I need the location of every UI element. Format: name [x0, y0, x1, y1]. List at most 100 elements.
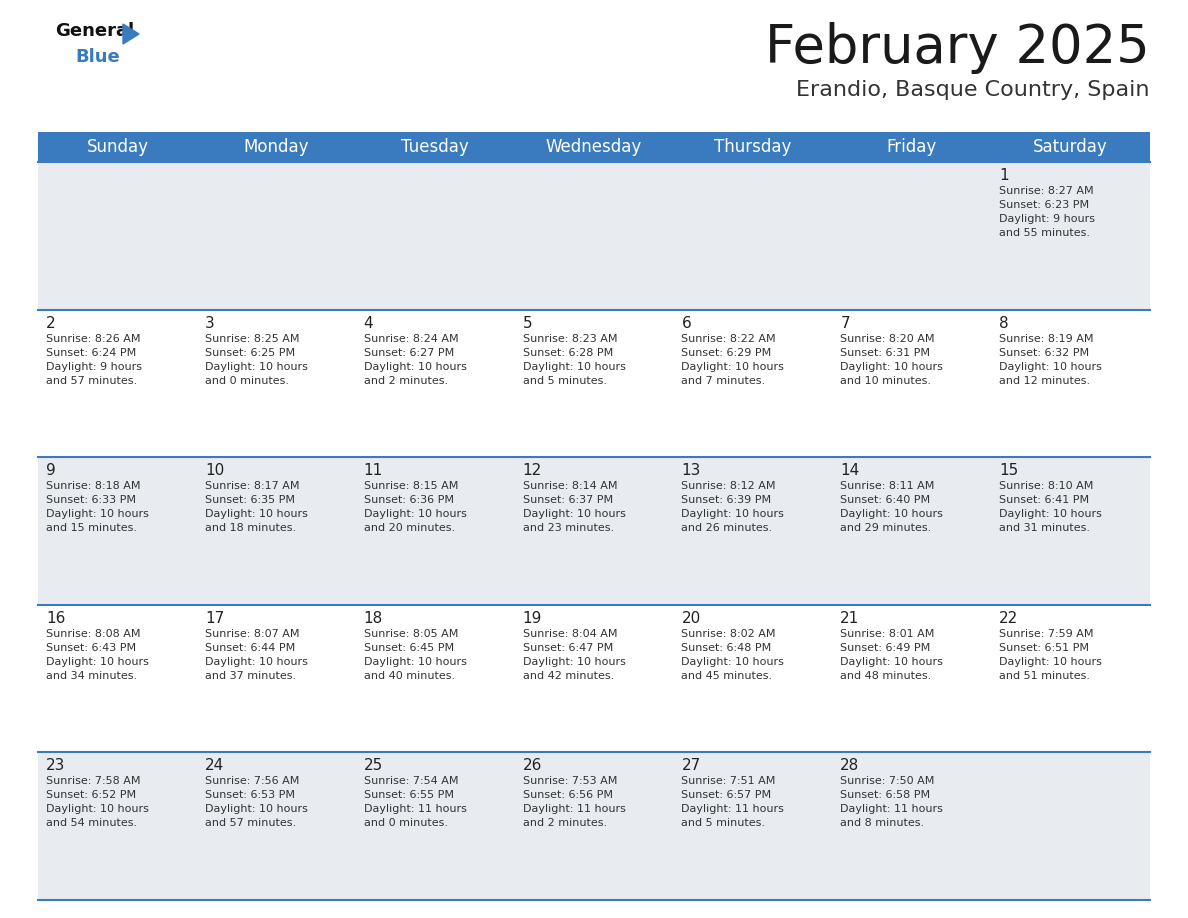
Text: Sunset: 6:33 PM: Sunset: 6:33 PM [46, 495, 135, 505]
Text: Saturday: Saturday [1034, 138, 1108, 156]
Text: Daylight: 10 hours: Daylight: 10 hours [523, 509, 625, 520]
Text: Daylight: 10 hours: Daylight: 10 hours [682, 509, 784, 520]
Text: 10: 10 [204, 464, 225, 478]
Text: 3: 3 [204, 316, 215, 330]
Text: Daylight: 10 hours: Daylight: 10 hours [204, 656, 308, 666]
Text: Sunset: 6:57 PM: Sunset: 6:57 PM [682, 790, 771, 800]
Text: Daylight: 10 hours: Daylight: 10 hours [204, 362, 308, 372]
Text: 24: 24 [204, 758, 225, 773]
Text: 12: 12 [523, 464, 542, 478]
Bar [38, 309, 1150, 457]
Text: 5: 5 [523, 316, 532, 330]
Text: Daylight: 11 hours: Daylight: 11 hours [682, 804, 784, 814]
Text: and 48 minutes.: and 48 minutes. [840, 671, 931, 681]
Text: and 57 minutes.: and 57 minutes. [46, 375, 137, 386]
Text: and 42 minutes.: and 42 minutes. [523, 671, 614, 681]
Text: and 23 minutes.: and 23 minutes. [523, 523, 614, 533]
Bar [38, 132, 1150, 162]
Text: 25: 25 [364, 758, 383, 773]
Text: Wednesday: Wednesday [545, 138, 643, 156]
Text: Sunset: 6:48 PM: Sunset: 6:48 PM [682, 643, 772, 653]
Text: Sunday: Sunday [87, 138, 148, 156]
Text: and 57 minutes.: and 57 minutes. [204, 819, 296, 828]
Text: and 26 minutes.: and 26 minutes. [682, 523, 772, 533]
Text: Sunrise: 8:11 AM: Sunrise: 8:11 AM [840, 481, 935, 491]
Text: Sunrise: 8:05 AM: Sunrise: 8:05 AM [364, 629, 459, 639]
Text: and 15 minutes.: and 15 minutes. [46, 523, 137, 533]
Text: Sunset: 6:51 PM: Sunset: 6:51 PM [999, 643, 1089, 653]
Text: Sunrise: 8:02 AM: Sunrise: 8:02 AM [682, 629, 776, 639]
Text: Sunset: 6:40 PM: Sunset: 6:40 PM [840, 495, 930, 505]
Text: Daylight: 10 hours: Daylight: 10 hours [364, 656, 467, 666]
Text: Sunset: 6:35 PM: Sunset: 6:35 PM [204, 495, 295, 505]
Text: Sunset: 6:36 PM: Sunset: 6:36 PM [364, 495, 454, 505]
Text: Daylight: 9 hours: Daylight: 9 hours [46, 362, 143, 372]
Text: Sunset: 6:45 PM: Sunset: 6:45 PM [364, 643, 454, 653]
Text: Daylight: 10 hours: Daylight: 10 hours [523, 656, 625, 666]
Text: 6: 6 [682, 316, 691, 330]
Text: Sunset: 6:52 PM: Sunset: 6:52 PM [46, 790, 137, 800]
Text: Sunrise: 8:08 AM: Sunrise: 8:08 AM [46, 629, 140, 639]
Text: and 51 minutes.: and 51 minutes. [999, 671, 1091, 681]
Text: Sunset: 6:39 PM: Sunset: 6:39 PM [682, 495, 771, 505]
Text: Sunrise: 7:51 AM: Sunrise: 7:51 AM [682, 777, 776, 787]
Text: Tuesday: Tuesday [402, 138, 469, 156]
Text: 13: 13 [682, 464, 701, 478]
Text: Sunrise: 7:58 AM: Sunrise: 7:58 AM [46, 777, 140, 787]
Text: Sunrise: 7:53 AM: Sunrise: 7:53 AM [523, 777, 617, 787]
Text: Sunrise: 7:56 AM: Sunrise: 7:56 AM [204, 777, 299, 787]
Text: Sunrise: 8:25 AM: Sunrise: 8:25 AM [204, 333, 299, 343]
Text: and 31 minutes.: and 31 minutes. [999, 523, 1091, 533]
Text: and 2 minutes.: and 2 minutes. [364, 375, 448, 386]
Text: and 34 minutes.: and 34 minutes. [46, 671, 137, 681]
Text: 9: 9 [46, 464, 56, 478]
Text: Daylight: 10 hours: Daylight: 10 hours [204, 804, 308, 814]
Text: and 2 minutes.: and 2 minutes. [523, 819, 607, 828]
Text: and 37 minutes.: and 37 minutes. [204, 671, 296, 681]
Text: Sunset: 6:55 PM: Sunset: 6:55 PM [364, 790, 454, 800]
Text: and 10 minutes.: and 10 minutes. [840, 375, 931, 386]
Text: Sunset: 6:58 PM: Sunset: 6:58 PM [840, 790, 930, 800]
Text: 20: 20 [682, 610, 701, 626]
Polygon shape [124, 24, 139, 44]
Bar [38, 162, 1150, 309]
Text: and 0 minutes.: and 0 minutes. [204, 375, 289, 386]
Text: 2: 2 [46, 316, 56, 330]
Text: Daylight: 10 hours: Daylight: 10 hours [999, 656, 1102, 666]
Text: and 7 minutes.: and 7 minutes. [682, 375, 765, 386]
Text: Sunrise: 8:26 AM: Sunrise: 8:26 AM [46, 333, 140, 343]
Text: Sunset: 6:53 PM: Sunset: 6:53 PM [204, 790, 295, 800]
Text: and 45 minutes.: and 45 minutes. [682, 671, 772, 681]
Text: 22: 22 [999, 610, 1018, 626]
Text: 1: 1 [999, 168, 1009, 183]
Text: Daylight: 10 hours: Daylight: 10 hours [682, 656, 784, 666]
Text: Daylight: 10 hours: Daylight: 10 hours [204, 509, 308, 520]
Text: Sunrise: 8:19 AM: Sunrise: 8:19 AM [999, 333, 1094, 343]
Text: Sunrise: 7:50 AM: Sunrise: 7:50 AM [840, 777, 935, 787]
Text: 4: 4 [364, 316, 373, 330]
Text: Sunrise: 8:01 AM: Sunrise: 8:01 AM [840, 629, 935, 639]
Text: Sunset: 6:28 PM: Sunset: 6:28 PM [523, 348, 613, 358]
Text: and 55 minutes.: and 55 minutes. [999, 228, 1091, 238]
Text: and 5 minutes.: and 5 minutes. [682, 819, 765, 828]
Text: Erandio, Basque Country, Spain: Erandio, Basque Country, Spain [796, 80, 1150, 100]
Text: Daylight: 10 hours: Daylight: 10 hours [46, 509, 148, 520]
Text: and 0 minutes.: and 0 minutes. [364, 819, 448, 828]
Text: Sunrise: 8:15 AM: Sunrise: 8:15 AM [364, 481, 459, 491]
Text: Sunset: 6:29 PM: Sunset: 6:29 PM [682, 348, 772, 358]
Text: and 8 minutes.: and 8 minutes. [840, 819, 924, 828]
Text: Sunset: 6:25 PM: Sunset: 6:25 PM [204, 348, 295, 358]
Text: Monday: Monday [244, 138, 309, 156]
Text: 18: 18 [364, 610, 383, 626]
Text: Friday: Friday [886, 138, 937, 156]
Bar [38, 457, 1150, 605]
Text: Daylight: 9 hours: Daylight: 9 hours [999, 214, 1095, 224]
Text: and 54 minutes.: and 54 minutes. [46, 819, 137, 828]
Text: Daylight: 10 hours: Daylight: 10 hours [46, 804, 148, 814]
Text: 14: 14 [840, 464, 860, 478]
Text: Thursday: Thursday [714, 138, 791, 156]
Text: and 5 minutes.: and 5 minutes. [523, 375, 607, 386]
Text: and 20 minutes.: and 20 minutes. [364, 523, 455, 533]
Text: Sunset: 6:44 PM: Sunset: 6:44 PM [204, 643, 295, 653]
Text: 16: 16 [46, 610, 65, 626]
